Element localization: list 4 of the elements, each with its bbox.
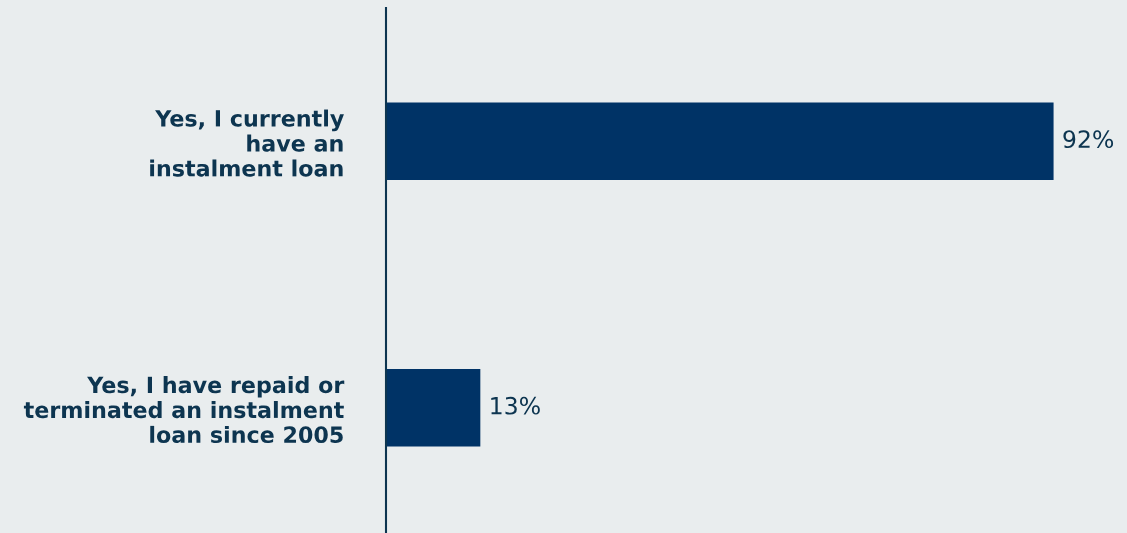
- y-tick-label: Yes, I currently have an instalment loan: [150, 109, 344, 177]
- data-label: 92%: [1063, 130, 1114, 149]
- y-tick-label: Yes, I have repaid or terminated an instalment loan since 2005: [23, 376, 345, 444]
- data-label: 13%: [491, 396, 540, 415]
